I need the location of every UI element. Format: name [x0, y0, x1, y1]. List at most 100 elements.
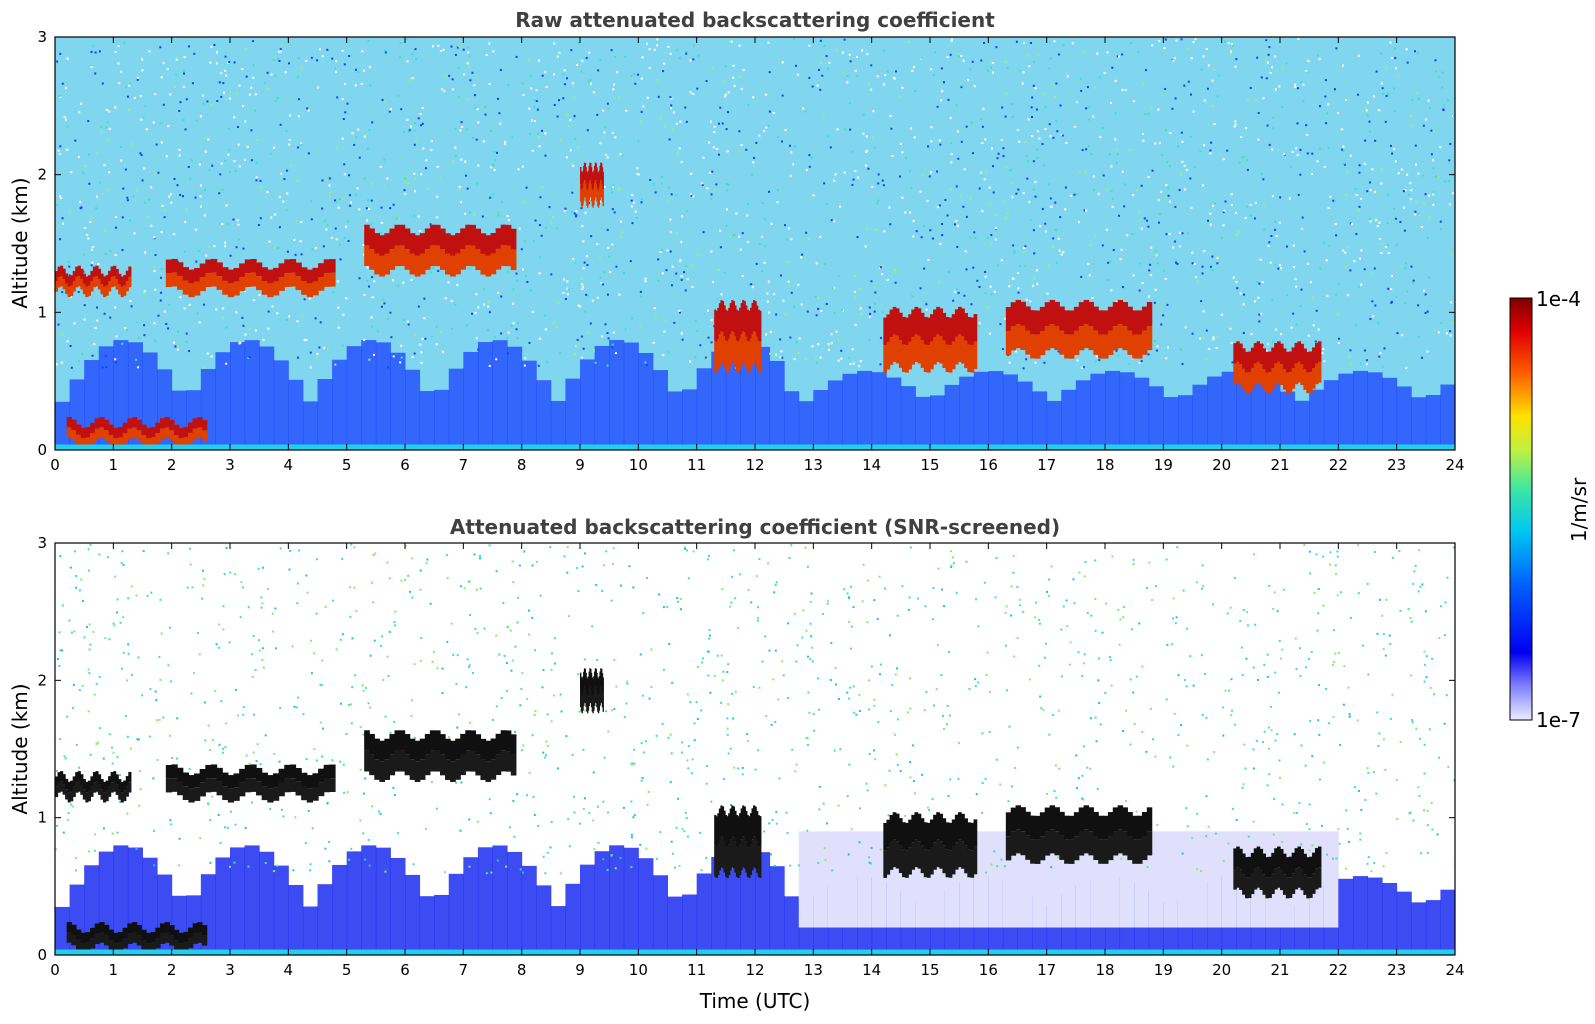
noise-speck	[159, 599, 161, 601]
noise-speck	[1377, 322, 1379, 324]
noise-speck	[1085, 209, 1087, 211]
noise-speck	[1247, 624, 1249, 626]
noise-speck	[615, 352, 617, 354]
noise-speck	[1124, 183, 1126, 185]
noise-speck	[1043, 362, 1045, 364]
noise-speck	[1076, 359, 1078, 361]
noise-speck	[661, 176, 663, 178]
noise-speck	[1385, 599, 1387, 601]
noise-speck	[1181, 38, 1183, 40]
boundary-layer-cell	[595, 346, 610, 450]
noise-speck	[267, 588, 269, 590]
noise-speck	[708, 638, 710, 640]
cloud-layer-2	[425, 228, 431, 249]
noise-speck	[634, 814, 636, 816]
noise-speck	[963, 295, 965, 297]
noise-speck	[957, 130, 959, 132]
noise-speck	[948, 271, 950, 273]
noise-speck	[1261, 76, 1263, 78]
noise-speck	[727, 728, 729, 730]
boundary-layer-cell	[784, 896, 799, 955]
noise-speck	[789, 337, 791, 339]
noise-speck	[1434, 329, 1436, 331]
noise-speck	[932, 587, 934, 589]
x-tick-label: 8	[517, 456, 527, 474]
cloud-layer-2	[384, 759, 390, 780]
noise-speck	[1349, 713, 1351, 715]
noise-speck	[582, 565, 584, 567]
noise-speck	[721, 654, 723, 656]
noise-speck	[980, 59, 982, 61]
noise-speck	[1418, 549, 1420, 551]
noise-speck	[126, 197, 128, 199]
noise-speck	[1212, 338, 1214, 340]
noise-speck	[608, 256, 610, 258]
noise-speck	[72, 806, 74, 808]
noise-speck	[574, 811, 576, 813]
noise-speck	[315, 247, 317, 249]
noise-speck	[781, 357, 783, 359]
boundary-layer-cell	[565, 379, 580, 450]
noise-speck	[1060, 105, 1062, 107]
noise-speck	[277, 247, 279, 249]
noise-speck	[455, 155, 457, 157]
noise-speck	[1339, 843, 1341, 845]
noise-speck	[1225, 690, 1227, 692]
noise-speck	[960, 55, 962, 57]
noise-speck	[1100, 723, 1102, 725]
cloud-layer-1	[217, 782, 223, 796]
noise-speck	[461, 126, 463, 128]
noise-speck	[1239, 162, 1241, 164]
noise-speck	[200, 195, 202, 197]
noise-speck	[304, 298, 306, 300]
cloud-layer-1	[228, 789, 234, 803]
noise-speck	[1391, 153, 1393, 155]
noise-speck	[1318, 734, 1320, 736]
noise-speck	[312, 827, 314, 829]
cloud-layer-8	[160, 418, 165, 428]
noise-speck	[222, 748, 224, 750]
noise-speck	[363, 690, 365, 692]
noise-speck	[1428, 100, 1430, 102]
noise-speck	[1230, 50, 1232, 52]
noise-speck	[966, 216, 968, 218]
noise-speck	[1105, 603, 1107, 605]
noise-speck	[238, 239, 240, 241]
noise-speck	[104, 230, 106, 232]
noise-speck	[1448, 180, 1450, 182]
cloud-layer-2	[455, 233, 461, 254]
noise-speck	[486, 872, 488, 874]
boundary-layer-cell	[449, 874, 464, 955]
noise-speck	[607, 730, 609, 732]
noise-speck	[649, 48, 651, 50]
noise-speck	[1262, 178, 1264, 180]
noise-speck	[1049, 123, 1051, 125]
noise-speck	[344, 111, 346, 113]
noise-speck	[1370, 870, 1372, 872]
noise-speck	[362, 832, 364, 834]
noise-speck	[608, 108, 610, 110]
noise-speck	[1024, 265, 1026, 267]
noise-speck	[679, 121, 681, 123]
cloud-layer-6	[1030, 334, 1035, 358]
noise-speck	[590, 235, 592, 237]
noise-speck	[1359, 258, 1361, 260]
noise-speck	[91, 249, 93, 251]
noise-speck	[1172, 766, 1174, 768]
noise-speck	[150, 592, 152, 594]
noise-speck	[209, 169, 211, 171]
noise-speck	[717, 655, 719, 657]
noise-speck	[261, 607, 263, 609]
noise-speck	[812, 660, 814, 662]
cloud-layer-6	[1040, 331, 1045, 355]
cloud-layer-1	[166, 779, 172, 793]
noise-speck	[977, 681, 979, 683]
noise-speck	[309, 297, 311, 299]
noise-speck	[1430, 687, 1432, 689]
noise-speck	[1191, 837, 1193, 839]
noise-speck	[1308, 658, 1310, 660]
noise-speck	[432, 661, 434, 663]
noise-speck	[242, 714, 244, 716]
noise-speck	[1364, 163, 1366, 165]
cloud-layer-1	[318, 263, 324, 277]
